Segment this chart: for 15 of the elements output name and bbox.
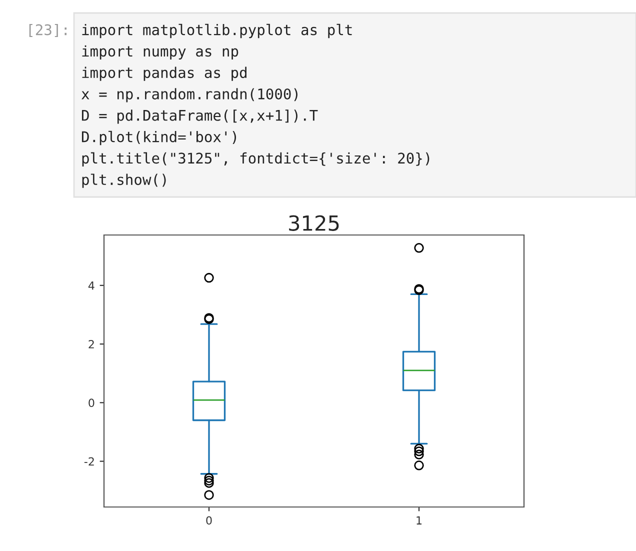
y-tick-label: 4 bbox=[88, 282, 94, 290]
text: [23]: bbox=[29, 24, 66, 37]
text: plt.show() bbox=[82, 174, 166, 188]
y-tick-label: 2 bbox=[88, 340, 94, 348]
text: D = pd.DataFrame([x,x+1]).T bbox=[82, 110, 318, 124]
y-tick-label: -2 bbox=[84, 457, 94, 466]
text: import numpy as np bbox=[82, 45, 238, 60]
text: import matplotlib.pyplot as plt bbox=[82, 24, 352, 38]
text: x = np.random.randn(1000) bbox=[82, 88, 298, 102]
text: plt.title("3125", fontdict={'size': 20}) bbox=[82, 152, 430, 166]
y-tick-label: 0 bbox=[88, 398, 94, 408]
chart-title: 3125 bbox=[289, 215, 339, 231]
x-tick-label: 1 bbox=[416, 516, 422, 524]
text: D.plot(kind='box') bbox=[82, 130, 236, 146]
text: import pandas as pd bbox=[82, 66, 246, 81]
